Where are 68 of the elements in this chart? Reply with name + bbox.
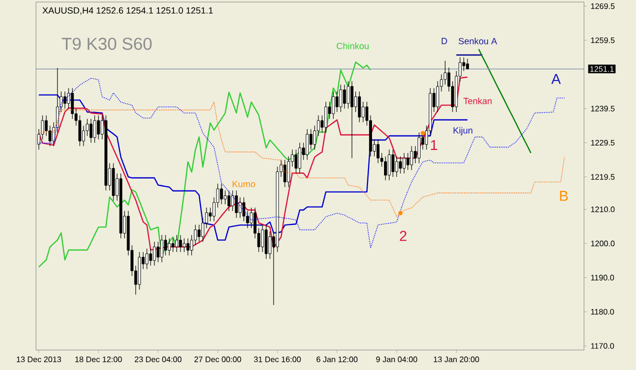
- candlestick: [156, 241, 160, 263]
- candlestick: [410, 146, 414, 170]
- candlestick: [402, 152, 406, 174]
- candlestick: [436, 80, 440, 112]
- candlestick: [261, 224, 264, 252]
- candlestick: [268, 231, 272, 260]
- candlestick: [149, 248, 152, 266]
- candlestick: [179, 234, 182, 252]
- candlestick: [398, 156, 402, 174]
- candlestick: [343, 84, 346, 109]
- candlestick: [90, 118, 92, 144]
- annotation: Tenkan: [463, 98, 492, 104]
- candlestick: [392, 149, 394, 178]
- candlestick: [234, 190, 238, 218]
- candlestick: [466, 58, 469, 70]
- candlestick: [145, 248, 148, 270]
- candlestick: [395, 156, 398, 178]
- candlestick: [376, 139, 380, 164]
- candlestick: [298, 142, 302, 174]
- candlestick: [63, 91, 66, 109]
- candlestick: [231, 190, 234, 212]
- candlestick: [164, 234, 167, 256]
- candlestick: [93, 115, 96, 144]
- candlestick: [97, 115, 100, 140]
- candlestick: [388, 149, 391, 181]
- chart-title: XAUUSD,H4 1252.6 1254.1 1251.0 1251.1: [42, 7, 213, 15]
- annotation: D: [442, 38, 448, 44]
- candlestick: [182, 238, 186, 252]
- candlestick: [70, 88, 74, 120]
- candlestick: [152, 241, 156, 266]
- candlestick: [444, 60, 447, 85]
- candlestick: [350, 80, 354, 158]
- candlestick: [287, 156, 290, 188]
- annotation: 2: [400, 230, 406, 241]
- annotation: Senkou A: [458, 38, 498, 44]
- annotation: Kijun: [454, 126, 472, 136]
- candlestick: [78, 115, 82, 146]
- text: T9 K30 S60: [62, 38, 152, 50]
- candlestick: [294, 149, 298, 174]
- candlestick: [336, 91, 338, 112]
- candlestick: [346, 80, 350, 109]
- candlestick: [227, 190, 230, 212]
- candlestick: [406, 152, 410, 170]
- candlestick: [324, 101, 328, 133]
- candlestick: [168, 238, 171, 256]
- candlestick: [198, 224, 201, 242]
- annotation: 1: [430, 140, 438, 150]
- candlestick: [186, 238, 190, 256]
- annotation: A: [551, 74, 561, 84]
- candlestick: [52, 122, 56, 146]
- candlestick: [358, 91, 361, 123]
- candlestick: [220, 183, 223, 204]
- candlestick: [160, 234, 164, 263]
- candlestick: [172, 238, 174, 252]
- candlestick: [264, 224, 268, 260]
- candlestick: [175, 234, 178, 252]
- candlestick: [56, 68, 59, 133]
- candlestick: [332, 91, 335, 120]
- candlestick: [306, 128, 309, 160]
- candlestick: [238, 197, 242, 218]
- candlestick: [339, 84, 342, 112]
- candlestick: [224, 190, 227, 204]
- candlestick: [418, 132, 420, 164]
- candlestick: [283, 159, 286, 188]
- candlestick: [384, 156, 387, 181]
- annotation: Kumo: [232, 180, 256, 188]
- annotation: B: [560, 190, 568, 201]
- annotation: Chinkou: [336, 42, 369, 50]
